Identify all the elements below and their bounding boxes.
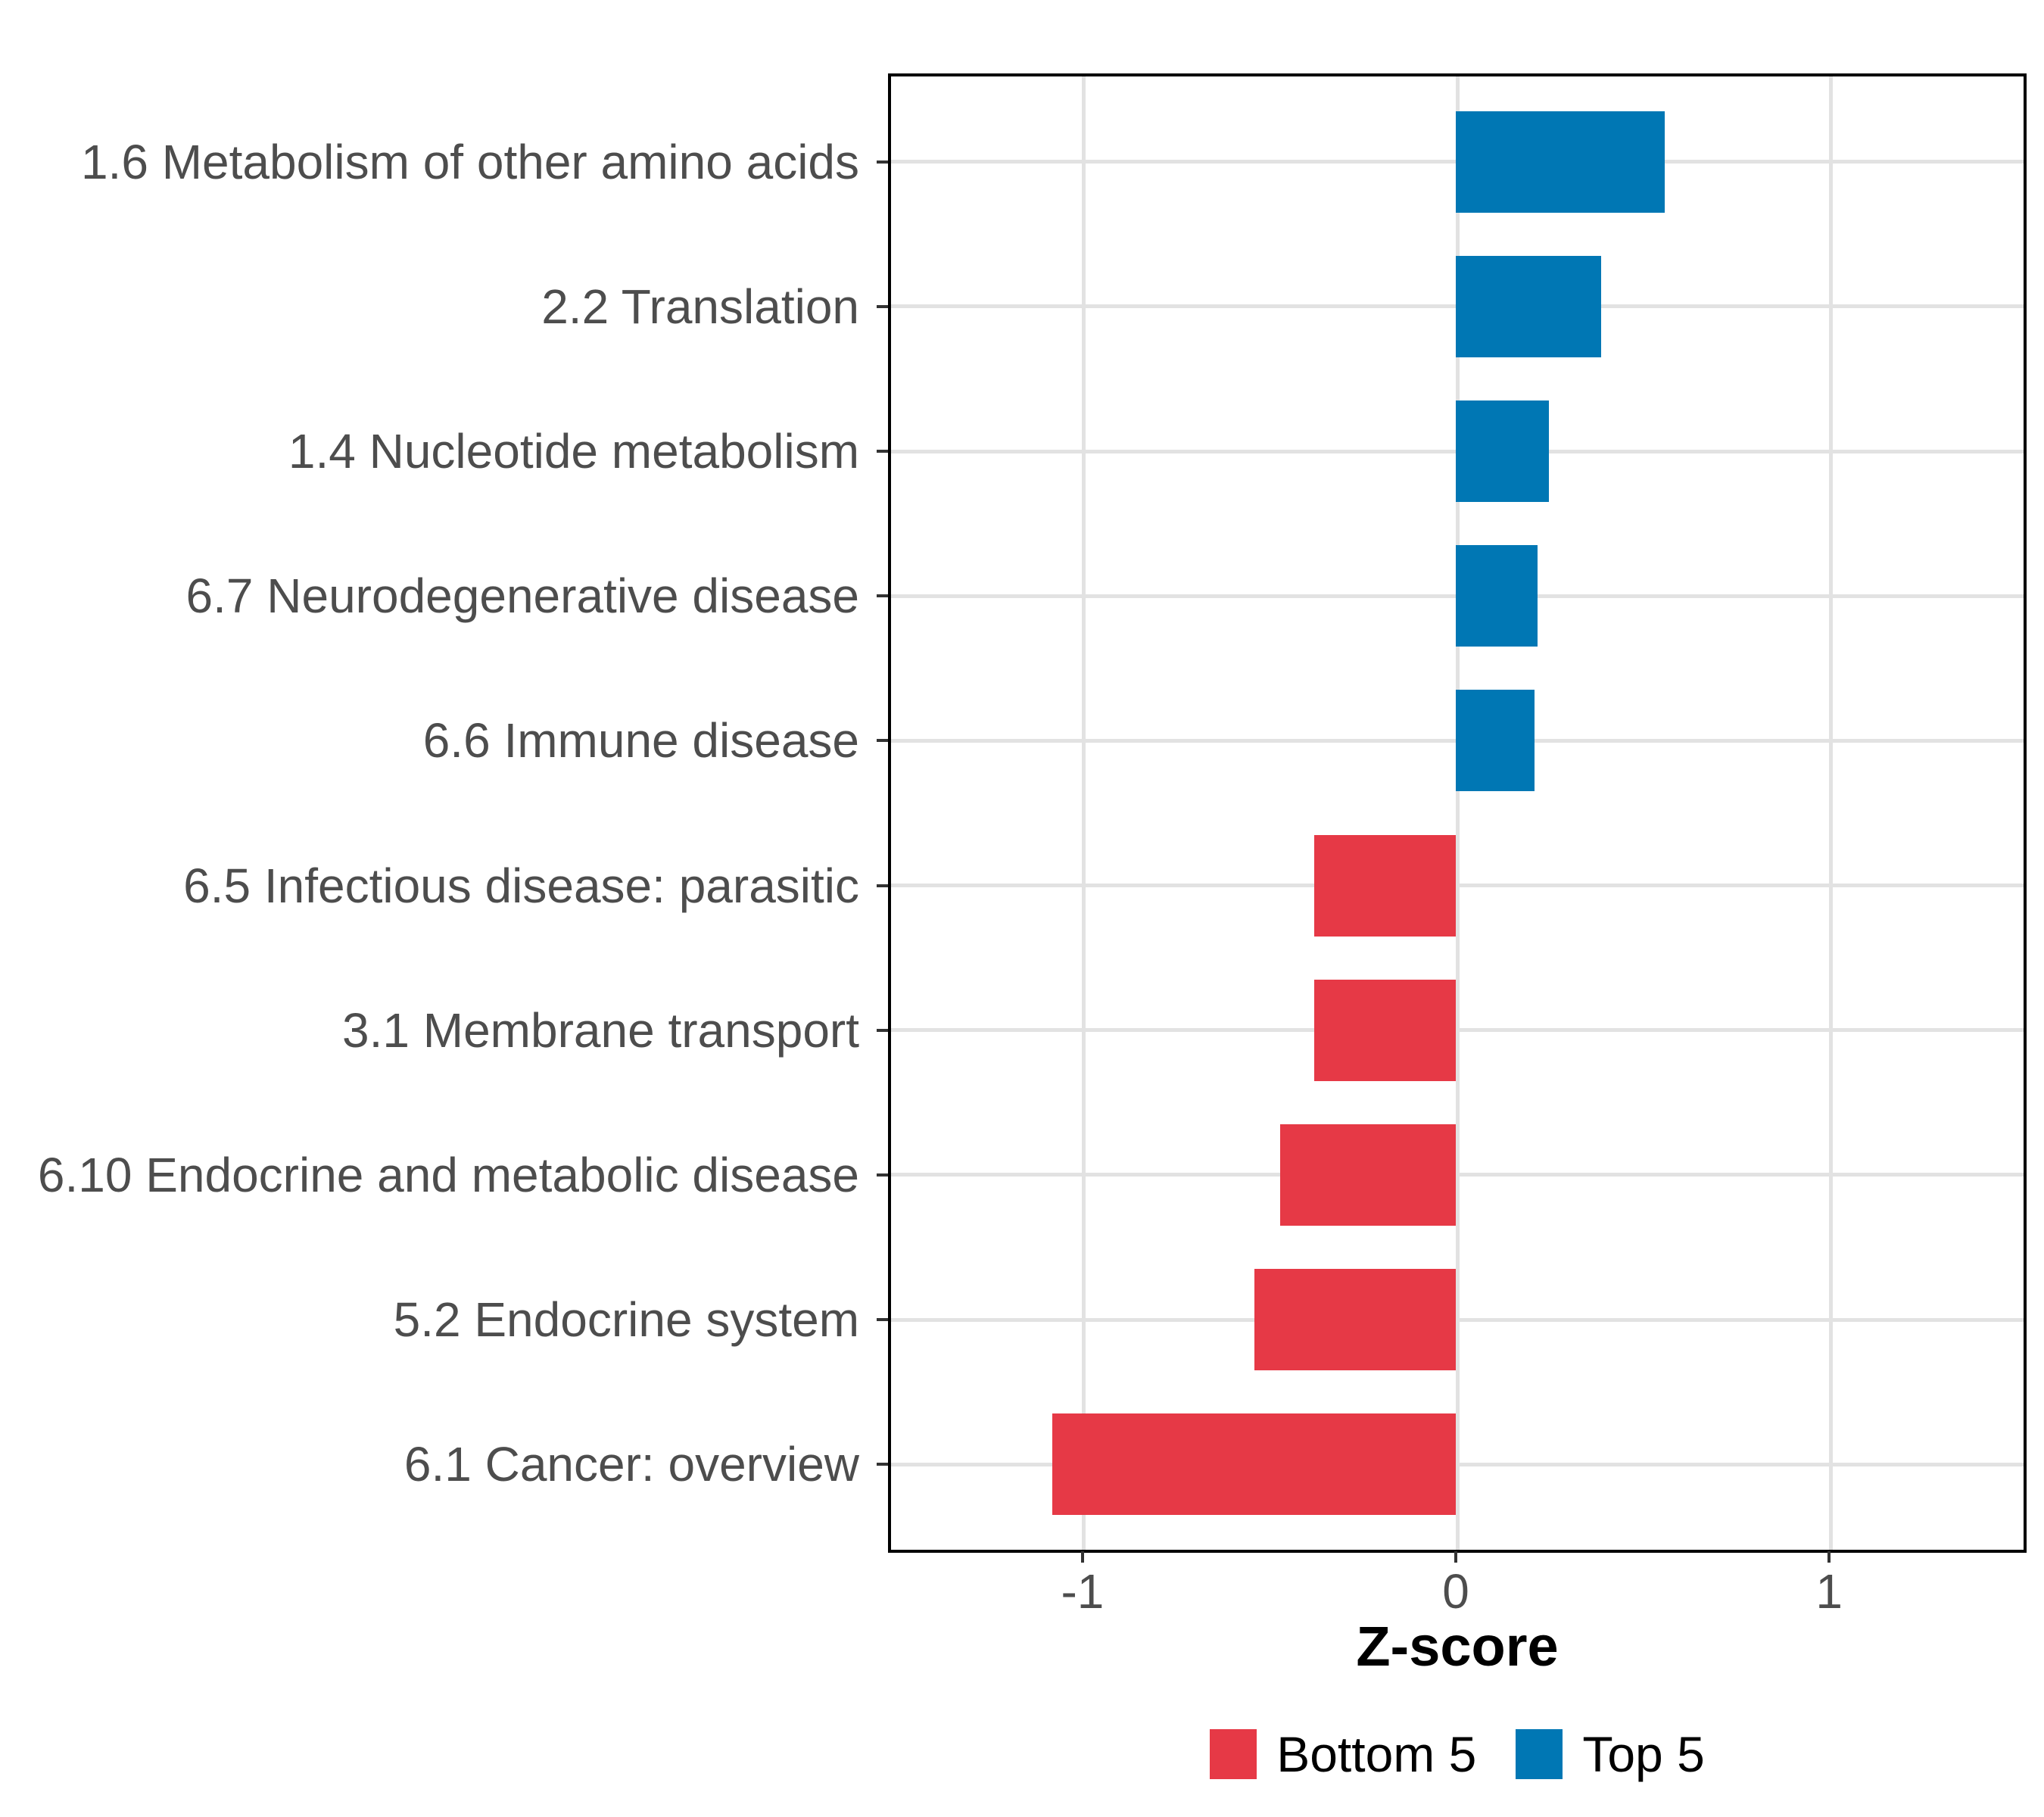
y-tick-5	[877, 884, 888, 887]
legend: Bottom 5 Top 5	[890, 1729, 2025, 1779]
y-axis-label-5: 6.5 Infectious disease: parasitic	[183, 858, 859, 913]
y-tick-7	[877, 1173, 888, 1177]
y-tick-0	[877, 160, 888, 164]
y-axis-label-2: 1.4 Nucleotide metabolism	[288, 424, 859, 479]
plot-panel	[888, 73, 2027, 1553]
y-tick-1	[877, 304, 888, 308]
bar-0	[1456, 111, 1665, 213]
y-tick-6	[877, 1028, 888, 1032]
x-tick-label-0: 0	[1442, 1564, 1469, 1619]
y-tick-8	[877, 1318, 888, 1322]
y-axis-label-4: 6.6 Immune disease	[422, 713, 859, 768]
bar-3	[1456, 545, 1538, 647]
x-tick-1	[1827, 1551, 1831, 1563]
x-tick-0	[1454, 1551, 1458, 1563]
major-gridline-y-7	[891, 1173, 2024, 1177]
major-gridline-y-9	[891, 1462, 2024, 1466]
major-gridline-x-1	[1828, 76, 1833, 1550]
y-tick-3	[877, 594, 888, 598]
legend-entry-bottom5: Bottom 5	[1210, 1729, 1476, 1779]
y-axis-label-7: 6.10 Endocrine and metabolic disease	[37, 1147, 859, 1202]
y-axis-label-8: 5.2 Endocrine system	[393, 1292, 859, 1348]
y-tick-2	[877, 450, 888, 453]
x-tick-label--1: -1	[1061, 1564, 1105, 1619]
x-tick-label-1: 1	[1815, 1564, 1843, 1619]
legend-key-top5-swatch	[1516, 1729, 1563, 1779]
major-gridline-y-6	[891, 1028, 2024, 1033]
legend-label-top5: Top 5	[1582, 1726, 1705, 1782]
y-axis-label-6: 3.1 Membrane transport	[342, 1002, 859, 1058]
major-gridline-y-8	[891, 1317, 2024, 1322]
bar-4	[1456, 690, 1535, 792]
legend-label-bottom5: Bottom 5	[1276, 1726, 1477, 1782]
legend-entry-top5: Top 5	[1516, 1726, 1705, 1782]
legend-key-bottom5-swatch	[1210, 1729, 1257, 1779]
y-axis-label-0: 1.6 Metabolism of other amino acids	[80, 134, 859, 189]
bar-5	[1313, 834, 1457, 937]
y-axis-label-1: 2.2 Translation	[541, 279, 859, 334]
y-axis-label-3: 6.7 Neurodegenerative disease	[185, 569, 860, 624]
bar-1	[1456, 255, 1602, 357]
bar-2	[1456, 400, 1550, 503]
major-gridline-x--1	[1082, 76, 1086, 1550]
major-gridline-y-5	[891, 884, 2024, 888]
y-axis-label-9: 6.1 Cancer: overview	[404, 1437, 859, 1492]
bar-6	[1313, 979, 1457, 1081]
x-tick--1	[1080, 1551, 1084, 1563]
x-axis-title: Z-score	[1356, 1615, 1559, 1678]
bar-8	[1254, 1269, 1457, 1371]
bar-7	[1280, 1124, 1457, 1226]
bar-9	[1052, 1413, 1456, 1516]
y-tick-9	[877, 1463, 888, 1466]
major-gridline-x-0	[1455, 76, 1460, 1550]
y-tick-4	[877, 739, 888, 743]
